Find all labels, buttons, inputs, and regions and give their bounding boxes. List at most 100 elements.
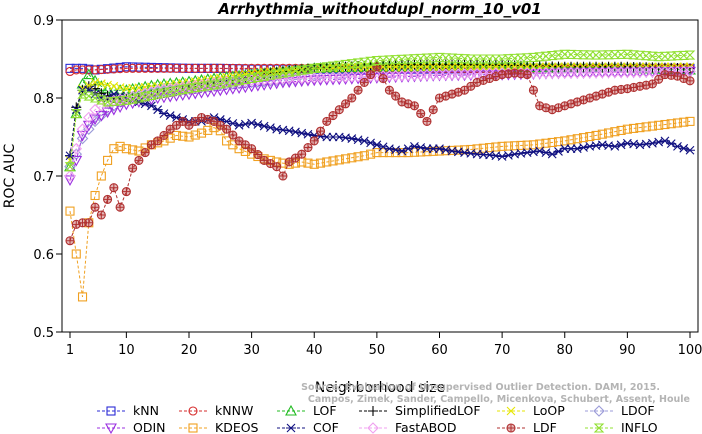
data-point-kdeos — [178, 131, 188, 141]
data-point-inflo — [83, 91, 95, 101]
data-point-inflo — [684, 50, 696, 60]
data-point-inflo — [333, 60, 345, 70]
data-point-cof — [409, 141, 420, 151]
data-point-cof — [540, 148, 551, 157]
legend-label: LoOP — [533, 403, 565, 418]
data-point-kdeos — [666, 119, 676, 129]
data-point-odin — [684, 66, 696, 78]
data-point-cof — [578, 143, 589, 152]
data-point-inflo — [290, 66, 301, 76]
legend-item-kdeos: KDEOS — [179, 420, 259, 434]
data-point-knnw — [178, 63, 188, 73]
x-axis: 1 10 20 30 40 50 60 70 80 90 100 — [66, 332, 702, 358]
data-point-lof — [571, 62, 584, 73]
data-point-odin — [283, 77, 296, 89]
data-point-inflo — [265, 70, 276, 80]
data-point-kdeos — [378, 148, 388, 158]
data-point-kdeos — [622, 124, 632, 134]
data-point-ldf — [622, 84, 632, 94]
data-point-ldf — [309, 136, 319, 146]
data-point-inflo — [146, 90, 157, 100]
watermark: Source: Evaluation of Unsupervised Outli… — [301, 382, 690, 405]
y-axis: 0.5 0.6 0.7 0.8 0.9 — [33, 14, 62, 341]
data-point-knnw — [140, 63, 150, 73]
data-point-inflo — [177, 85, 189, 95]
data-point-cof — [259, 121, 270, 131]
data-point-inflo — [340, 59, 351, 70]
series-inflo — [64, 49, 696, 172]
data-point-cof — [371, 140, 382, 150]
legend-item-simplifiedlof: SimplifiedLOF — [359, 403, 481, 418]
legend-label: LOF — [313, 403, 337, 418]
data-point-kdeos — [604, 128, 614, 138]
x-tick-label: 80 — [556, 343, 573, 358]
data-point-loop — [485, 62, 494, 72]
data-point-inflo — [202, 81, 214, 91]
data-point-inflo — [653, 52, 665, 62]
data-point-inflo — [208, 80, 220, 90]
data-point-inflo — [672, 51, 683, 61]
data-point-fastabod — [76, 123, 89, 135]
data-point-kdeos — [196, 128, 207, 138]
data-point-kdeos — [578, 133, 589, 143]
data-point-ldf — [359, 77, 369, 87]
data-point-kdeos — [597, 129, 607, 139]
data-point-ldf — [84, 218, 94, 228]
x-tick-label: 1 — [66, 343, 74, 358]
data-point-ldf — [347, 93, 357, 103]
legend-item-ldof: LDOF — [585, 403, 655, 418]
data-point-ldf — [109, 183, 119, 193]
data-point-ldf — [366, 70, 376, 80]
data-point-kdeos — [679, 117, 689, 127]
data-point-inflo — [496, 54, 508, 64]
data-point-knnw — [146, 63, 156, 73]
data-point-kdeos — [535, 139, 545, 149]
data-point-knnw — [234, 63, 244, 73]
data-point-inflo — [665, 51, 677, 61]
data-point-inflo — [240, 75, 251, 85]
data-point-inflo — [534, 52, 546, 62]
series-layer — [64, 49, 696, 302]
data-point-loop — [410, 62, 419, 72]
data-point-lof — [596, 62, 609, 73]
data-point-inflo — [553, 50, 564, 60]
data-point-inflo — [214, 79, 226, 89]
data-point-cof — [353, 135, 364, 145]
data-point-loop — [403, 62, 413, 72]
data-point-lof — [139, 80, 152, 92]
data-point-loop — [491, 62, 501, 72]
data-point-cof — [346, 134, 357, 143]
data-point-inflo — [95, 95, 107, 105]
data-point-lof — [82, 68, 95, 80]
data-point-cof — [434, 144, 445, 154]
data-point-lof — [145, 79, 158, 91]
data-point-cof — [503, 150, 514, 160]
data-point-inflo — [352, 58, 364, 68]
data-point-knnw — [77, 65, 88, 75]
data-point-cof — [415, 143, 426, 152]
data-point-lof — [427, 60, 440, 72]
data-point-kdeos — [328, 156, 338, 166]
legend-marker — [368, 406, 378, 416]
data-point-inflo — [152, 89, 164, 99]
data-point-inflo — [540, 51, 552, 61]
data-point-odin — [195, 87, 208, 99]
data-point-odin — [176, 90, 189, 102]
data-point-fastabod — [64, 170, 76, 182]
data-point-knnw — [90, 65, 100, 75]
data-point-knnw — [203, 63, 213, 73]
legend-label: LDOF — [621, 403, 655, 418]
data-point-kdeos — [566, 135, 576, 145]
data-point-kdeos — [553, 137, 564, 147]
legend-marker — [506, 423, 516, 433]
data-point-inflo — [546, 51, 558, 61]
data-point-fastabod — [83, 111, 95, 124]
data-point-inflo — [89, 93, 101, 103]
data-point-kdeos — [547, 137, 557, 148]
data-point-kdeos — [372, 148, 382, 158]
legend-marker — [105, 423, 117, 434]
data-point-kdeos — [341, 154, 351, 164]
data-point-inflo — [321, 62, 333, 72]
data-point-inflo — [421, 53, 433, 63]
